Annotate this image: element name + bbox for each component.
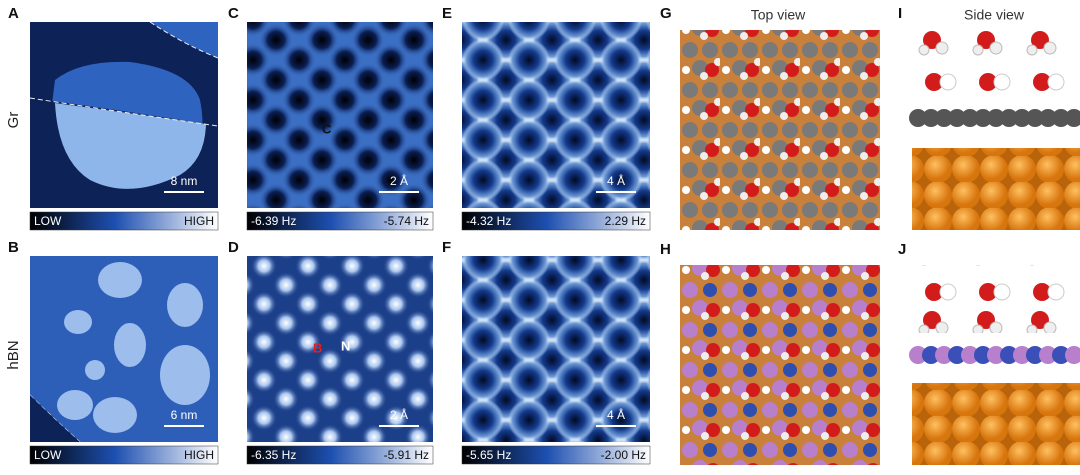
panel-image [680, 30, 880, 230]
layer-atom [935, 109, 953, 127]
layer-atom [1039, 109, 1057, 127]
scale-bar-label: 4 Å [607, 173, 625, 188]
layer-atom [948, 109, 966, 127]
layer-atom [1052, 109, 1070, 127]
colorbar-high: -5.91 Hz [384, 448, 429, 462]
layer-atom [987, 109, 1005, 127]
layer-atom [935, 346, 953, 364]
layer-atom [974, 346, 992, 364]
scale-bar-label: 2 Å [390, 407, 408, 422]
row-label: hBN [5, 340, 22, 369]
substrate [912, 383, 1080, 465]
layer-atom [909, 109, 927, 127]
scale-bar-label: 4 Å [607, 407, 625, 422]
colorbar-high: 2.29 Hz [605, 214, 646, 228]
panel-letter: I [898, 5, 902, 22]
layer-atom [1026, 109, 1044, 127]
layer-atom [948, 346, 966, 364]
layer-atom [1026, 346, 1044, 364]
panel-letter: J [898, 241, 906, 258]
colorbar-low: LOW [34, 214, 62, 228]
layer-atom [1013, 109, 1031, 127]
panel-b-image [30, 256, 218, 442]
colorbar-low: LOW [34, 448, 62, 462]
annotation: N [341, 338, 350, 353]
scale-bar-label: 2 Å [390, 173, 408, 188]
panel-letter: C [228, 5, 239, 22]
annotation: B [313, 340, 322, 355]
layer-atom [922, 109, 940, 127]
substrate [912, 148, 1080, 230]
column-header: Top view [751, 7, 806, 23]
colorbar [29, 211, 219, 231]
colorbar-high: -5.74 Hz [384, 214, 429, 228]
molecules [912, 30, 1080, 92]
scale-bar-label: 6 nm [171, 408, 198, 422]
colorbar-high: HIGH [184, 448, 214, 462]
panel-image [462, 256, 650, 442]
colorbar-low: -4.32 Hz [466, 214, 511, 228]
panel-letter: G [660, 5, 672, 22]
colorbar [29, 445, 219, 465]
colorbar-high: HIGH [184, 214, 214, 228]
layer-atom [1065, 109, 1080, 127]
colorbar [246, 445, 434, 465]
panel-image [680, 265, 880, 465]
panel-letter: D [228, 239, 239, 256]
layer-atom [1065, 346, 1080, 364]
panel-image [247, 256, 433, 442]
panel-letter: H [660, 241, 671, 258]
layer-atom [961, 346, 979, 364]
colorbar [461, 211, 651, 231]
panel-image [462, 22, 650, 208]
panel-a-image [30, 22, 218, 208]
colorbar-low: -6.35 Hz [251, 448, 296, 462]
colorbar-high: -2.00 Hz [601, 448, 646, 462]
panel-letter: B [8, 239, 19, 256]
colorbar [246, 211, 434, 231]
layer-atom [1013, 346, 1031, 364]
colorbar-low: -6.39 Hz [251, 214, 296, 228]
layer-atom [922, 346, 940, 364]
layer-atom [1000, 109, 1018, 127]
layer-atom [909, 346, 927, 364]
colorbar-low: -5.65 Hz [466, 448, 511, 462]
layer-atom [1039, 346, 1057, 364]
panel-letter: E [442, 5, 452, 22]
colorbar [461, 445, 651, 465]
scale-bar-label: 8 nm [171, 174, 198, 188]
layer-atom [974, 109, 992, 127]
column-header: Side view [964, 7, 1025, 23]
panel-letter: F [442, 239, 451, 256]
panel-image [247, 22, 433, 208]
row-label: Gr [5, 112, 22, 129]
layer-atom [1052, 346, 1070, 364]
molecules [912, 265, 1080, 333]
layer-atom [987, 346, 1005, 364]
panel-letter: A [8, 5, 19, 22]
layer-atom [961, 109, 979, 127]
layer-atom [1000, 346, 1018, 364]
annotation: C [322, 121, 332, 136]
